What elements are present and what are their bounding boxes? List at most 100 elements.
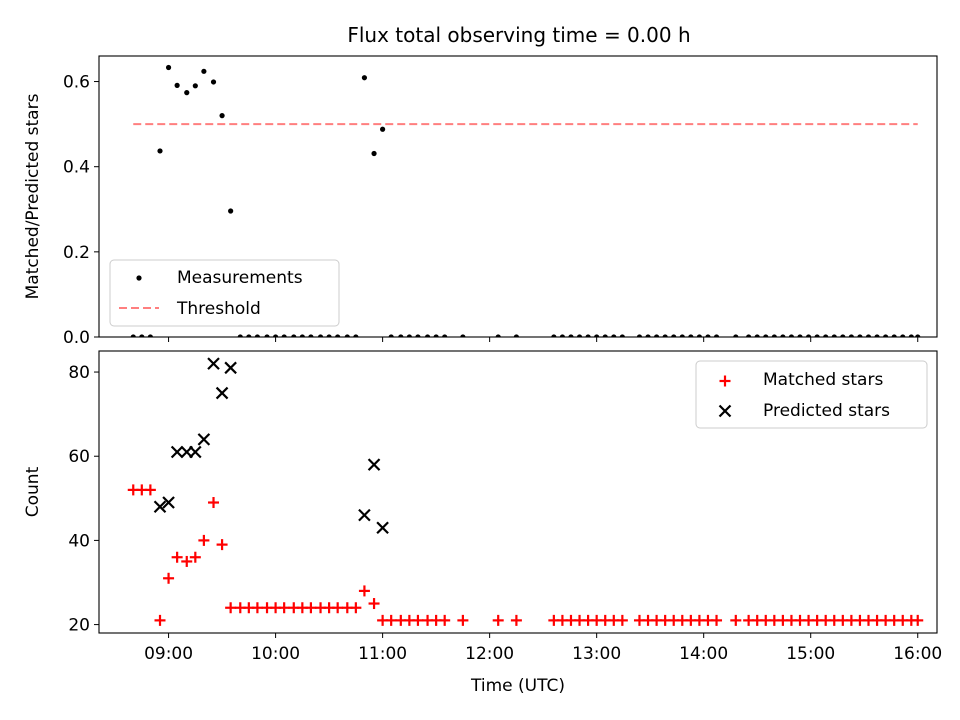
matched-star-point bbox=[305, 602, 317, 614]
matched-star-point bbox=[492, 614, 504, 626]
measurement-point bbox=[210, 79, 217, 85]
measurement-point bbox=[174, 82, 180, 88]
matched-star-point bbox=[154, 614, 166, 626]
x-tick-label: 12:00 bbox=[465, 644, 514, 664]
measurement-point bbox=[317, 334, 324, 337]
matched-star-point bbox=[144, 484, 156, 496]
measurement-point bbox=[688, 334, 694, 337]
measurement-point bbox=[636, 334, 643, 337]
matched-star-point bbox=[358, 585, 370, 597]
measurement-point bbox=[848, 334, 854, 337]
measurement-point bbox=[831, 334, 837, 337]
measurement-point bbox=[568, 334, 574, 337]
predicted-star-point bbox=[153, 500, 167, 514]
matched-star-point bbox=[912, 614, 924, 626]
predicted-star-point bbox=[367, 458, 381, 471]
y-tick-label: 0.6 bbox=[63, 73, 90, 93]
y-tick-label: 40 bbox=[68, 531, 90, 551]
measurement-point bbox=[814, 334, 820, 337]
measurement-point bbox=[771, 334, 777, 337]
y-tick-label: 80 bbox=[68, 363, 90, 383]
measurement-point bbox=[840, 334, 846, 337]
marker-stroke bbox=[153, 500, 167, 514]
measurement-point bbox=[883, 334, 889, 337]
axes-frame bbox=[98, 55, 938, 338]
measurement-point bbox=[671, 334, 677, 337]
measurement-point bbox=[237, 334, 243, 337]
measurement-point bbox=[645, 334, 651, 337]
data-layer bbox=[130, 64, 921, 337]
measurement-point bbox=[424, 334, 431, 337]
legend: Matched stars Predicted stars bbox=[695, 360, 928, 429]
measurement-point bbox=[696, 334, 703, 337]
y-tick-label: 0.2 bbox=[63, 243, 90, 263]
measurement-point bbox=[415, 334, 421, 337]
predicted-star-point bbox=[376, 521, 389, 535]
matched-star-point bbox=[332, 602, 344, 614]
measurement-point bbox=[713, 334, 720, 337]
measurement-point bbox=[272, 334, 279, 337]
axes-frame bbox=[98, 350, 938, 634]
predicted-star-point bbox=[215, 386, 229, 400]
predicted-star-point bbox=[224, 361, 237, 375]
x-tick-label: 11:00 bbox=[358, 644, 407, 664]
measurement-point bbox=[915, 334, 921, 337]
predicted-star-point bbox=[207, 357, 220, 370]
measurement-point bbox=[788, 334, 795, 337]
predicted-star-point bbox=[358, 508, 371, 522]
measurement-point bbox=[805, 334, 812, 337]
measurement-point bbox=[594, 334, 600, 337]
measurement-point bbox=[299, 334, 305, 337]
data-layer bbox=[127, 357, 924, 626]
x-tick-label: 16:00 bbox=[893, 644, 942, 664]
legend-frame bbox=[695, 360, 928, 429]
matched-star-point bbox=[412, 614, 424, 626]
measurement-point bbox=[184, 90, 190, 96]
legend-predicted-marker bbox=[718, 404, 732, 418]
matched-star-point bbox=[163, 572, 175, 584]
marker-stroke bbox=[224, 361, 237, 375]
measurement-point bbox=[891, 334, 897, 337]
marker-stroke bbox=[367, 458, 381, 471]
matched-star-point bbox=[439, 614, 451, 626]
matched-star-point bbox=[730, 614, 742, 626]
measurement-point bbox=[754, 334, 760, 337]
legend-label-measurements: Measurements bbox=[177, 268, 303, 288]
legend-frame bbox=[109, 259, 340, 327]
matched-star-point bbox=[711, 614, 723, 626]
legend-label-predicted: Predicted stars bbox=[763, 401, 890, 421]
x-tick-label: 15:00 bbox=[786, 644, 835, 664]
matched-star-point bbox=[616, 614, 628, 626]
matched-star-point bbox=[216, 539, 228, 551]
y-tick-label: 0.4 bbox=[63, 158, 90, 178]
legend: Measurements Threshold bbox=[109, 259, 340, 327]
measurement-point bbox=[192, 83, 198, 89]
measurement-point bbox=[398, 334, 404, 337]
measurement-point bbox=[513, 334, 519, 337]
marker-stroke bbox=[358, 508, 371, 522]
matched-star-point bbox=[510, 614, 522, 626]
measurement-point bbox=[130, 334, 136, 337]
y-axis-label: Matched/Predicted stars bbox=[23, 93, 43, 299]
matched-star-point bbox=[198, 534, 210, 546]
matched-star-point bbox=[368, 598, 380, 610]
measurement-point bbox=[344, 334, 350, 337]
measurement-point bbox=[219, 113, 225, 119]
measurement-point bbox=[733, 334, 739, 337]
measurement-point bbox=[291, 334, 297, 337]
measurement-point bbox=[371, 150, 377, 157]
matched-star-point bbox=[278, 602, 290, 614]
measurement-point bbox=[585, 334, 591, 337]
marker-stroke bbox=[197, 433, 211, 446]
matched-star-point bbox=[385, 614, 397, 626]
measurement-point bbox=[679, 334, 685, 337]
measurement-point bbox=[662, 334, 668, 337]
measurement-point bbox=[460, 334, 466, 337]
measurement-point bbox=[246, 334, 252, 337]
measurement-point bbox=[139, 334, 145, 337]
measurement-point bbox=[326, 334, 332, 337]
measurement-point bbox=[823, 334, 829, 337]
legend-label-threshold: Threshold bbox=[176, 299, 261, 319]
measurement-point bbox=[576, 334, 583, 337]
